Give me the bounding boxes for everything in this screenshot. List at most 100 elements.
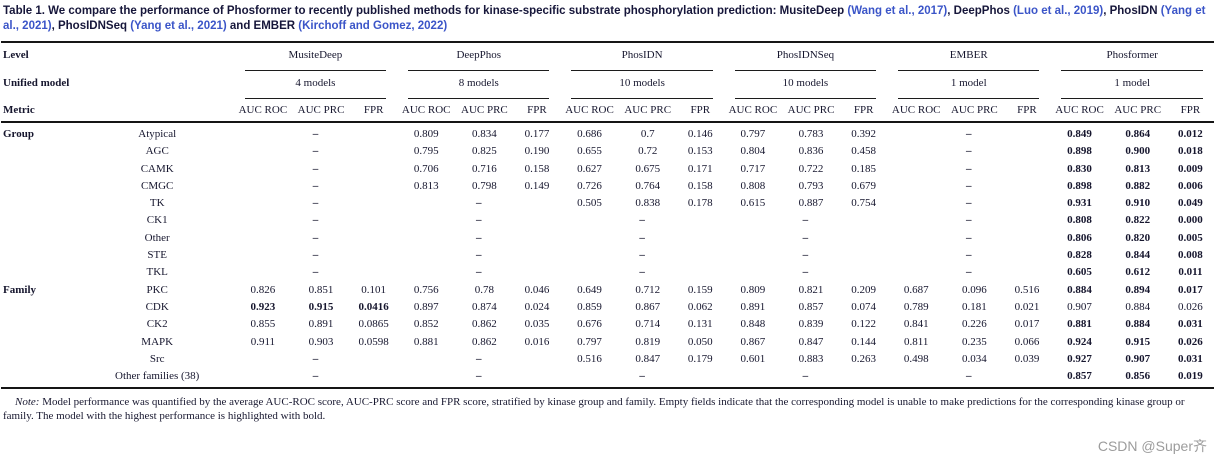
method-header-deepphos: DeepPhos <box>456 49 502 61</box>
table-row-pkc: Family PKC 0.826 0.851 0.101 0.756 0.78 0.046 0.… <box>1 281 1214 298</box>
value-cell: 0.716 <box>472 162 497 175</box>
section-label: Family <box>3 283 36 296</box>
empty-cell: – <box>887 367 1051 390</box>
row-label: CK2 <box>146 318 168 331</box>
caption-text: , PhosIDNSeq <box>51 20 131 32</box>
table-row-ck2: CK2 0.855 0.891 0.0865 0.852 0.862 0.035 0.676 0… <box>1 316 1214 333</box>
method-header-phosidnseq: PhosIDNSeq <box>776 49 835 61</box>
rule-cell <box>887 67 1050 71</box>
value-cell: 0.838 <box>635 197 661 210</box>
value-cell: 0.783 <box>798 128 824 140</box>
value-cell: 0.862 <box>472 318 497 331</box>
empty-cell: – <box>476 249 482 262</box>
table-row-cmgc: CMGC – 0.813 0.798 0.149 0.726 0.764 0.158 0.808… <box>1 177 1214 194</box>
method-rule <box>408 69 550 71</box>
row-label: CDK <box>145 300 169 313</box>
value-cell: 0.867 <box>740 335 766 348</box>
value-cell: 0.263 <box>851 352 876 365</box>
value-cell: 0.809 <box>740 283 766 296</box>
row-label: MAPK <box>141 335 174 348</box>
model-count-phosidnseq: 10 models <box>782 77 829 89</box>
value-cell: 0.676 <box>577 318 602 331</box>
value-cell: 0.862 <box>472 335 497 348</box>
value-cell: 0.756 <box>413 283 439 296</box>
empty-cell: – <box>312 197 319 210</box>
citation-link[interactable]: (Kirchoff and Gomez, 2022) <box>298 20 448 32</box>
value-cell: 0.726 <box>577 179 602 192</box>
citation-link[interactable]: (Yang et al., 2021) <box>130 20 227 32</box>
section-label <box>1 350 81 367</box>
citation-link[interactable]: (Wang et al., 2017) <box>847 5 948 17</box>
value-cell: 0.884 <box>1125 318 1151 331</box>
row-label: CMGC <box>140 179 174 192</box>
rule-cell <box>1050 67 1214 71</box>
row-label: CK1 <box>146 214 168 227</box>
value-cell: 0.627 <box>577 162 602 175</box>
value-cell: 0.808 <box>740 179 766 192</box>
value-cell: 0.226 <box>962 318 987 331</box>
metric-header-auc-prc: AUC PRC <box>1108 99 1167 123</box>
value-cell: 0.019 <box>1166 367 1214 390</box>
value-cell: 0.018 <box>1178 145 1203 158</box>
value-cell: 0.808 <box>1067 214 1092 227</box>
value-cell: 0.924 <box>1067 335 1092 348</box>
table-row-agc: AGC – 0.795 0.825 0.190 0.655 0.72 0.153 0.804 0.… <box>1 143 1214 160</box>
note-label: Note: <box>15 396 40 409</box>
empty-cell: – <box>966 214 972 227</box>
value-cell: 0.066 <box>1014 335 1040 348</box>
section-label <box>1 316 81 333</box>
value-cell: 0.849 <box>1067 128 1092 140</box>
value-cell: 0.498 <box>903 352 929 365</box>
method-rule <box>898 97 1040 99</box>
value-cell: 0.235 <box>962 335 987 348</box>
rule-cell <box>724 67 887 71</box>
table-row-tkl: TKL – – – – – 0.605 0.612 0.011 <box>1 264 1214 281</box>
value-cell: 0.789 <box>903 300 929 313</box>
value-cell: 0.0598 <box>358 335 389 348</box>
citation-link[interactable]: (Luo et al., 2019) <box>1013 5 1104 17</box>
value-cell: 0.017 <box>1178 283 1203 296</box>
metric-header-auc-roc: AUC ROC <box>887 99 946 123</box>
table-row-ste: STE – – – – – 0.828 0.844 0.008 <box>1 247 1214 264</box>
rule-cell <box>234 67 397 71</box>
table-body: Group Atypical – 0.809 0.834 0.177 0.686 0.7 0.1… <box>1 122 1214 390</box>
value-cell: 0.034 <box>962 352 987 365</box>
value-cell: 0.798 <box>472 179 497 192</box>
section-label <box>1 367 81 390</box>
value-cell: 0.008 <box>1178 249 1203 262</box>
value-cell: 0.897 <box>413 300 439 313</box>
empty-cell: – <box>312 162 319 175</box>
table-note: Note: Model performance was quantified b… <box>3 395 1212 423</box>
metric-header-auc-prc: AUC PRC <box>618 99 677 123</box>
empty-cell: – <box>639 266 645 279</box>
metric-header-fpr: FPR <box>676 99 724 123</box>
row-label: CAMK <box>140 162 174 175</box>
metric-row: Metric AUC ROC AUC PRC FPR AUC ROC AUC PRC FPR… <box>1 99 1214 123</box>
value-cell: 0.72 <box>638 145 658 158</box>
row-label: AGC <box>145 145 169 158</box>
value-cell: 0.847 <box>635 352 661 365</box>
metric-header-auc-prc: AUC PRC <box>781 99 841 123</box>
value-cell: 0.874 <box>472 300 497 313</box>
empty-cell: – <box>639 231 645 244</box>
empty-cell: – <box>966 231 972 244</box>
value-cell: 0.050 <box>687 335 713 348</box>
row-label: Atypical <box>138 128 177 140</box>
value-cell: 0.797 <box>577 335 602 348</box>
value-cell: 0.062 <box>687 300 713 313</box>
value-cell: 0.712 <box>635 283 661 296</box>
value-cell: 0.131 <box>687 318 713 331</box>
empty-cell: – <box>560 367 724 390</box>
method-header-phosidn: PhosIDN <box>621 49 663 61</box>
citation-link[interactable]: (Yang et al., 2021) <box>3 5 1206 32</box>
value-cell: 0.881 <box>413 335 439 348</box>
value-cell: 0.039 <box>1014 352 1040 365</box>
metric-header-auc-roc: AUC ROC <box>397 99 456 123</box>
value-cell: 0.026 <box>1178 300 1203 313</box>
value-cell: 0.7 <box>640 128 655 140</box>
value-cell: 0.859 <box>577 300 602 313</box>
value-cell: 0.026 <box>1178 335 1203 348</box>
table-header: Level MusiteDeep DeepPhos PhosIDN PhosIDNSeq… <box>1 42 1214 123</box>
value-cell: 0.856 <box>1108 367 1167 390</box>
value-cell: 0.031 <box>1178 352 1203 365</box>
